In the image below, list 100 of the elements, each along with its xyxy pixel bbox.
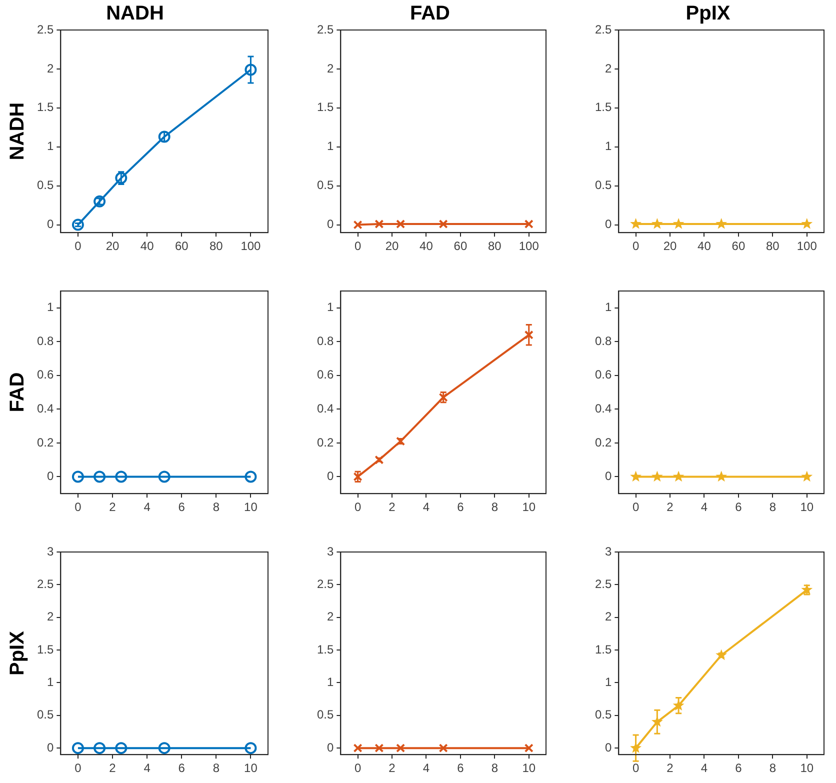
y-tick-label: 2.5 xyxy=(316,576,334,591)
x-tick-label: 6 xyxy=(178,761,186,776)
x-tick-label: 4 xyxy=(700,761,708,776)
y-tick-label: 1 xyxy=(604,139,612,154)
y-tick-label: 3 xyxy=(326,544,334,558)
x-tick-label: 8 xyxy=(491,500,498,514)
y-tick-label: 1 xyxy=(46,675,54,690)
y-tick-label: 0.6 xyxy=(36,368,54,382)
x-tick-label: 0 xyxy=(632,500,640,514)
x-tick-label: 100 xyxy=(518,239,540,254)
x-tick-label: 10 xyxy=(244,500,258,514)
y-tick-label: 1.5 xyxy=(594,100,612,114)
y-tick-label: 0.2 xyxy=(316,435,334,450)
x-tick-label: 6 xyxy=(178,500,186,514)
x-tick-label: 4 xyxy=(422,761,430,776)
y-tick-label: 1.5 xyxy=(36,100,54,114)
x-tick-label: 2 xyxy=(666,761,674,776)
y-tick-label: 2 xyxy=(326,610,334,624)
x-tick-label: 0 xyxy=(354,500,362,514)
x-tick-label: 10 xyxy=(800,500,814,514)
x-tick-label: 0 xyxy=(74,761,82,776)
x-tick-label: 10 xyxy=(244,761,258,776)
x-tick-label: 40 xyxy=(140,239,154,254)
y-tick-label: 0 xyxy=(604,217,612,232)
y-tick-label: 2.5 xyxy=(36,22,54,36)
y-tick-label: 2 xyxy=(604,61,612,76)
y-tick-label: 0.6 xyxy=(316,368,334,382)
x-tick-label: 80 xyxy=(209,239,224,254)
x-tick-label: 10 xyxy=(800,761,814,776)
x-tick-label: 4 xyxy=(700,500,708,514)
x-tick-label: 8 xyxy=(212,500,220,514)
y-tick-label: 0 xyxy=(46,469,54,484)
x-tick-label: 4 xyxy=(144,500,151,514)
y-tick-label: 0.6 xyxy=(594,368,612,382)
x-tick-label: 6 xyxy=(457,500,464,514)
x-tick-label: 8 xyxy=(769,761,776,776)
x-tick-label: 40 xyxy=(420,239,434,254)
x-tick-label: 10 xyxy=(522,500,536,514)
x-tick-label: 0 xyxy=(74,239,82,254)
x-tick-label: 2 xyxy=(388,761,396,776)
x-tick-label: 0 xyxy=(632,761,640,776)
y-axis-title: NADH xyxy=(6,102,29,160)
x-tick-label: 10 xyxy=(522,761,536,776)
y-tick-label: 0.5 xyxy=(594,178,612,192)
x-tick-label: 40 xyxy=(698,239,712,254)
x-tick-label: 80 xyxy=(488,239,502,254)
x-tick-label: 2 xyxy=(109,500,116,514)
y-tick-label: 2 xyxy=(46,61,54,76)
x-tick-label: 80 xyxy=(766,239,780,254)
y-tick-label: 1.5 xyxy=(316,642,334,656)
y-tick-label: 2 xyxy=(326,61,334,76)
x-tick-label: 6 xyxy=(735,500,742,514)
x-tick-label: 0 xyxy=(354,761,362,776)
y-tick-label: 2 xyxy=(46,610,54,624)
y-tick-label: 0 xyxy=(46,740,54,754)
chart-title: PpIX xyxy=(686,2,731,25)
y-tick-label: 1.5 xyxy=(594,642,612,656)
y-tick-label: 2.5 xyxy=(594,576,612,591)
y-tick-label: 2.5 xyxy=(316,22,334,36)
x-tick-label: 8 xyxy=(491,761,498,776)
y-tick-label: 0.4 xyxy=(594,401,612,416)
y-tick-label: 1 xyxy=(326,300,334,314)
y-tick-label: 0.5 xyxy=(36,708,54,722)
y-axis-title: PpIX xyxy=(6,630,29,676)
y-tick-label: 1 xyxy=(46,139,54,154)
x-tick-label: 4 xyxy=(422,500,430,514)
y-tick-label: 0 xyxy=(326,469,334,484)
y-tick-label: 0.5 xyxy=(316,708,334,722)
x-tick-label: 8 xyxy=(212,761,220,776)
x-tick-label: 20 xyxy=(663,239,678,254)
x-tick-label: 8 xyxy=(769,500,776,514)
y-tick-label: 0.8 xyxy=(594,334,612,348)
y-tick-label: 0 xyxy=(326,217,334,232)
x-tick-label: 100 xyxy=(240,239,262,254)
x-tick-label: 6 xyxy=(457,761,464,776)
y-tick-label: 2 xyxy=(604,610,612,624)
y-tick-label: 1 xyxy=(604,675,612,690)
x-tick-label: 0 xyxy=(74,500,82,514)
x-tick-label: 20 xyxy=(106,239,120,254)
y-tick-label: 0.8 xyxy=(36,334,54,348)
y-tick-label: 1 xyxy=(604,300,612,314)
x-tick-label: 2 xyxy=(666,500,674,514)
y-tick-label: 0.8 xyxy=(316,334,334,348)
x-tick-label: 60 xyxy=(454,239,468,254)
y-tick-label: 0.5 xyxy=(316,178,334,192)
y-tick-label: 0.5 xyxy=(36,178,54,192)
y-tick-label: 0.5 xyxy=(594,708,612,722)
x-tick-label: 100 xyxy=(796,239,818,254)
x-tick-label: 6 xyxy=(735,761,742,776)
y-tick-label: 1.5 xyxy=(316,100,334,114)
y-tick-label: 0 xyxy=(604,469,612,484)
y-tick-label: 0.2 xyxy=(36,435,54,450)
x-tick-label: 60 xyxy=(732,239,746,254)
y-axis-title: FAD xyxy=(6,372,29,412)
y-tick-label: 0 xyxy=(326,740,334,754)
y-tick-label: 2.5 xyxy=(36,576,54,591)
x-tick-label: 20 xyxy=(385,239,400,254)
y-tick-label: 0 xyxy=(46,217,54,232)
y-tick-label: 0.4 xyxy=(316,401,334,416)
chart-title: NADH xyxy=(106,2,164,25)
